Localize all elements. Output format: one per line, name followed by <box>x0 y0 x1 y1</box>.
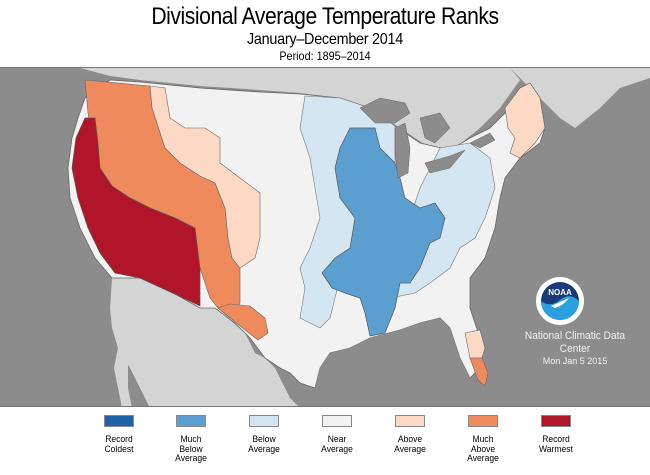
map-svg <box>67 68 650 406</box>
region-above-average-northeast <box>504 82 546 159</box>
legend-item-record-warmest: Record Warmest <box>516 415 596 454</box>
region-much-below-average <box>321 127 446 337</box>
region-above-average-florida <box>464 329 486 359</box>
legend: Record Coldest Much Below Average Below … <box>0 415 650 475</box>
great-lakes <box>359 97 496 179</box>
temperature-rank-map: NOAA <box>0 67 650 407</box>
legend-swatch <box>249 415 279 427</box>
legend-item-much-above-average: Much Above Average <box>443 415 523 464</box>
baja-california <box>114 338 132 406</box>
legend-label: Much Above Average <box>467 434 499 464</box>
legend-item-much-below-average: Much Below Average <box>151 415 231 464</box>
legend-swatch <box>395 415 425 427</box>
legend-label: Near Average <box>321 434 353 455</box>
legend-item-above-average: Above Average <box>370 415 450 454</box>
map-subtitle: January–December 2014 <box>246 31 404 48</box>
organization-name: National Climatic Data Center <box>524 330 626 355</box>
issue-date: Mon Jan 5 2015 <box>542 356 608 366</box>
region-much-above-average-florida <box>469 357 489 387</box>
mexico-land <box>110 278 298 406</box>
legend-item-below-average: Below Average <box>224 415 304 454</box>
gulf-of-mexico <box>301 318 480 406</box>
map-title: Divisional Average Temperature Ranks <box>151 3 499 30</box>
noaa-logo-icon: NOAA <box>536 277 584 325</box>
legend-swatch <box>468 415 498 427</box>
legend-label: Above Average <box>394 434 426 455</box>
legend-swatch <box>104 415 134 427</box>
legend-item-near-average: Near Average <box>297 415 377 454</box>
legend-swatch <box>541 415 571 427</box>
region-above-average-mountain <box>149 85 261 269</box>
legend-label: Much Below Average <box>175 434 207 464</box>
region-record-warmest <box>71 117 201 307</box>
legend-item-record-coldest: Record Coldest <box>79 415 159 454</box>
region-much-above-average-texas <box>217 303 269 341</box>
legend-swatch <box>176 415 206 427</box>
header: Divisional Average Temperature Ranks Jan… <box>0 0 650 64</box>
legend-swatch <box>322 415 352 427</box>
legend-label: Record Warmest <box>539 434 573 455</box>
canada-land <box>80 68 650 148</box>
ncdc-credit: National Climatic Data Center Mon Jan 5 … <box>505 330 645 367</box>
period-label: Period: 1895–2014 <box>279 49 371 63</box>
svg-text:NOAA: NOAA <box>548 288 572 297</box>
legend-label: Below Average <box>248 434 280 455</box>
legend-label: Record Coldest <box>104 434 134 455</box>
